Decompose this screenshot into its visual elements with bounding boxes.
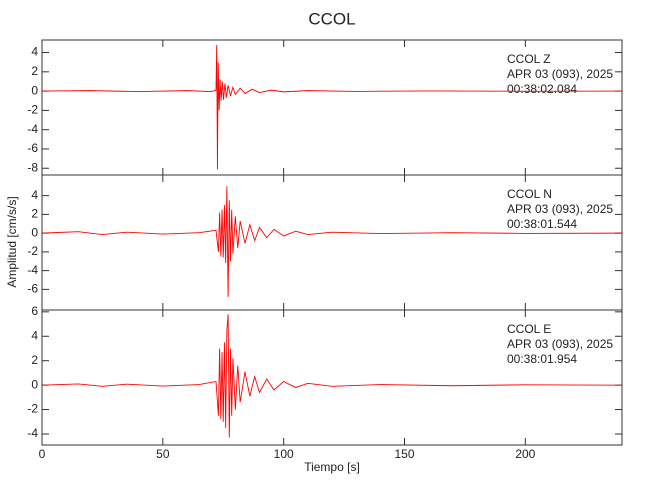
y-axis-label: Amplitud [cm/s/s] xyxy=(5,196,19,287)
y-tick-label: 6 xyxy=(31,304,38,318)
y-tick-label: -4 xyxy=(27,122,38,136)
x-tick-label: 0 xyxy=(39,447,46,461)
x-tick-label: 200 xyxy=(515,447,535,461)
annotation: 00:38:01.544 xyxy=(507,217,577,231)
y-tick-label: 0 xyxy=(31,377,38,391)
annotation: APR 03 (093), 2025 xyxy=(507,337,613,351)
annotation: APR 03 (093), 2025 xyxy=(507,67,613,81)
y-tick-label: -6 xyxy=(27,141,38,155)
chart-title: CCOL xyxy=(308,9,355,28)
y-tick-label: 4 xyxy=(31,45,38,59)
x-axis-label: Tiempo [s] xyxy=(304,460,360,474)
annotation: CCOL Z xyxy=(507,52,551,66)
y-tick-label: 0 xyxy=(31,225,38,239)
y-tick-label: -2 xyxy=(27,103,38,117)
annotation: CCOL N xyxy=(507,187,552,201)
y-tick-label: -8 xyxy=(27,160,38,174)
y-tick-label: 2 xyxy=(31,207,38,221)
y-tick-label: 2 xyxy=(31,353,38,367)
y-tick-label: 4 xyxy=(31,188,38,202)
y-tick-label: -6 xyxy=(27,282,38,296)
annotation: CCOL E xyxy=(507,322,551,336)
annotation: 00:38:01.954 xyxy=(507,352,577,366)
y-tick-label: -2 xyxy=(27,402,38,416)
y-tick-label: -4 xyxy=(27,426,38,440)
waveform xyxy=(41,314,623,438)
annotation: 00:38:02.084 xyxy=(507,82,577,96)
y-tick-label: -4 xyxy=(27,263,38,277)
x-tick-label: 50 xyxy=(156,447,170,461)
waveform xyxy=(41,44,623,170)
y-tick-label: -2 xyxy=(27,244,38,258)
annotation: APR 03 (093), 2025 xyxy=(507,202,613,216)
x-tick-label: 100 xyxy=(274,447,294,461)
y-tick-label: 0 xyxy=(31,83,38,97)
x-tick-label: 150 xyxy=(394,447,414,461)
y-tick-label: 2 xyxy=(31,64,38,78)
y-tick-label: 4 xyxy=(31,328,38,342)
panel-frame xyxy=(41,309,623,446)
waveform xyxy=(41,186,623,297)
